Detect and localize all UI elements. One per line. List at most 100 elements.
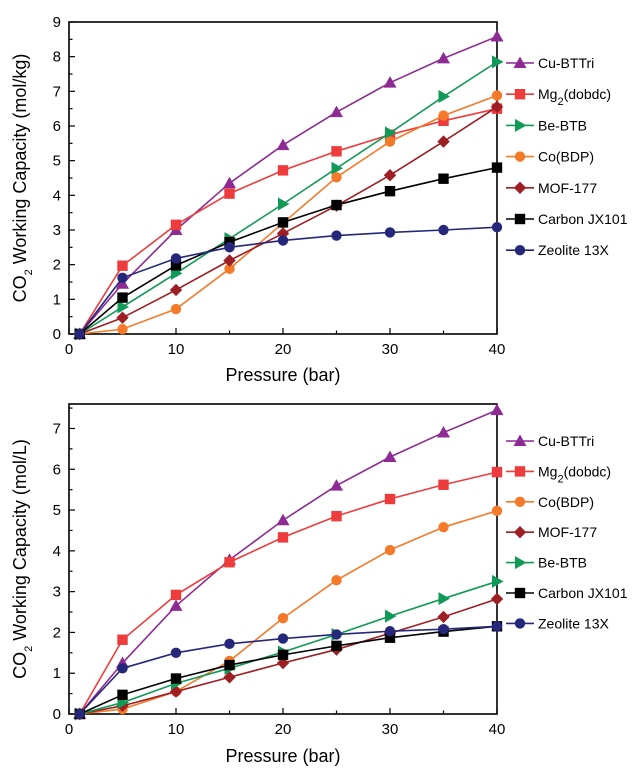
- data-point: [491, 466, 503, 478]
- data-point: [330, 105, 343, 118]
- data-point: [385, 126, 397, 140]
- data-point: [331, 510, 342, 522]
- text-part: Working Capacity (mol/L): [10, 439, 30, 646]
- legend-label: Zeolite 13X: [538, 242, 609, 258]
- data-point: [224, 659, 235, 671]
- data-point: [224, 242, 235, 253]
- series-line: [79, 94, 498, 335]
- legend-item: Zeolite 13X: [506, 615, 609, 631]
- series-mg2-dobdc: [74, 466, 503, 720]
- series-be-btb: [74, 574, 504, 721]
- data-point: [437, 426, 450, 438]
- series-line: [79, 226, 498, 335]
- y-tick-label: 1: [53, 291, 61, 308]
- text-part: 2: [23, 646, 35, 652]
- data-point: [438, 224, 449, 236]
- data-point: [116, 311, 129, 324]
- data-point: [490, 403, 504, 416]
- data-point: [492, 574, 504, 588]
- data-point: [331, 161, 343, 175]
- data-point: [117, 292, 128, 303]
- data-point: [170, 219, 182, 230]
- data-point: [277, 235, 289, 246]
- data-point: [383, 450, 397, 463]
- data-point: [277, 612, 289, 624]
- x-tick-label: 40: [489, 721, 506, 738]
- text-part: Mg: [538, 463, 557, 479]
- data-point: [276, 138, 290, 151]
- data-point: [438, 110, 449, 121]
- x-tick-label: 0: [65, 341, 73, 358]
- legend-marker: [514, 618, 526, 629]
- data-point: [277, 217, 289, 228]
- legend-marker: [515, 556, 527, 570]
- data-point: [490, 100, 504, 114]
- data-point: [277, 532, 289, 543]
- legend: Cu-BTTri Mg2(dobdc) Co(BDP) MOF-177 Be-BTB Ca…: [506, 433, 628, 631]
- legend-label: Mg2(dobdc): [538, 86, 611, 108]
- y-tick-label: 7: [53, 83, 61, 100]
- data-point: [117, 689, 128, 701]
- text-part: 2: [557, 96, 563, 108]
- text-part: Zeolite 13X: [538, 242, 609, 258]
- series-carbon-jx101: [74, 162, 503, 340]
- data-point: [276, 513, 290, 526]
- legend-marker: [514, 496, 526, 507]
- data-point: [331, 575, 342, 586]
- x-tick-label: 0: [65, 721, 73, 738]
- text-part: Carbon JX101: [538, 585, 628, 601]
- legend-item: Be-BTB: [506, 117, 587, 133]
- legend-label: Mg2(dobdc): [538, 463, 611, 485]
- data-point: [384, 493, 396, 505]
- y-tick-label: 9: [53, 14, 61, 31]
- y-tick-label: 0: [53, 326, 61, 343]
- data-point: [74, 708, 85, 720]
- data-point: [224, 188, 235, 199]
- data-point: [383, 76, 397, 88]
- series-line: [79, 598, 498, 715]
- data-point: [170, 589, 182, 601]
- x-axis-title: Pressure (bar): [225, 365, 340, 385]
- legend-item: Mg2(dobdc): [506, 86, 611, 108]
- data-point: [437, 51, 450, 64]
- legend-item: Mg2(dobdc): [506, 463, 611, 485]
- legend-marker: [513, 181, 527, 194]
- series-co-bdp: [74, 90, 503, 340]
- data-point: [223, 176, 236, 189]
- data-point: [224, 638, 235, 650]
- x-tick-label: 10: [168, 721, 185, 738]
- data-point: [117, 300, 129, 314]
- data-point: [331, 146, 342, 157]
- y-tick-label: 5: [53, 153, 61, 170]
- series-cu-bttri: [73, 403, 504, 719]
- data-point: [490, 30, 504, 42]
- data-point: [491, 505, 503, 517]
- legend-label: MOF-177: [538, 180, 597, 196]
- text-part: Working Capacity (mol/kg): [10, 54, 30, 270]
- data-point: [384, 185, 396, 197]
- data-point: [384, 136, 396, 147]
- legend-item: Cu-BTTri: [506, 55, 594, 71]
- series-line: [79, 61, 498, 335]
- text-part: Zeolite 13X: [538, 615, 609, 631]
- text-part: Cu-BTTri: [538, 433, 594, 449]
- legend-marker: [513, 526, 527, 539]
- legend-label: Carbon JX101: [538, 585, 628, 601]
- data-point: [383, 169, 397, 182]
- data-point: [224, 263, 235, 275]
- data-point: [223, 254, 236, 267]
- data-point: [491, 621, 503, 632]
- data-point: [438, 479, 449, 490]
- y-tick-label: 4: [53, 543, 61, 560]
- legend-marker: [514, 213, 526, 225]
- data-point: [437, 610, 450, 624]
- data-point: [277, 649, 289, 661]
- data-point: [170, 673, 182, 684]
- data-point: [169, 283, 183, 297]
- y-tick-label: 6: [53, 461, 61, 478]
- legend-label: Co(BDP): [538, 494, 594, 510]
- data-point: [330, 479, 343, 491]
